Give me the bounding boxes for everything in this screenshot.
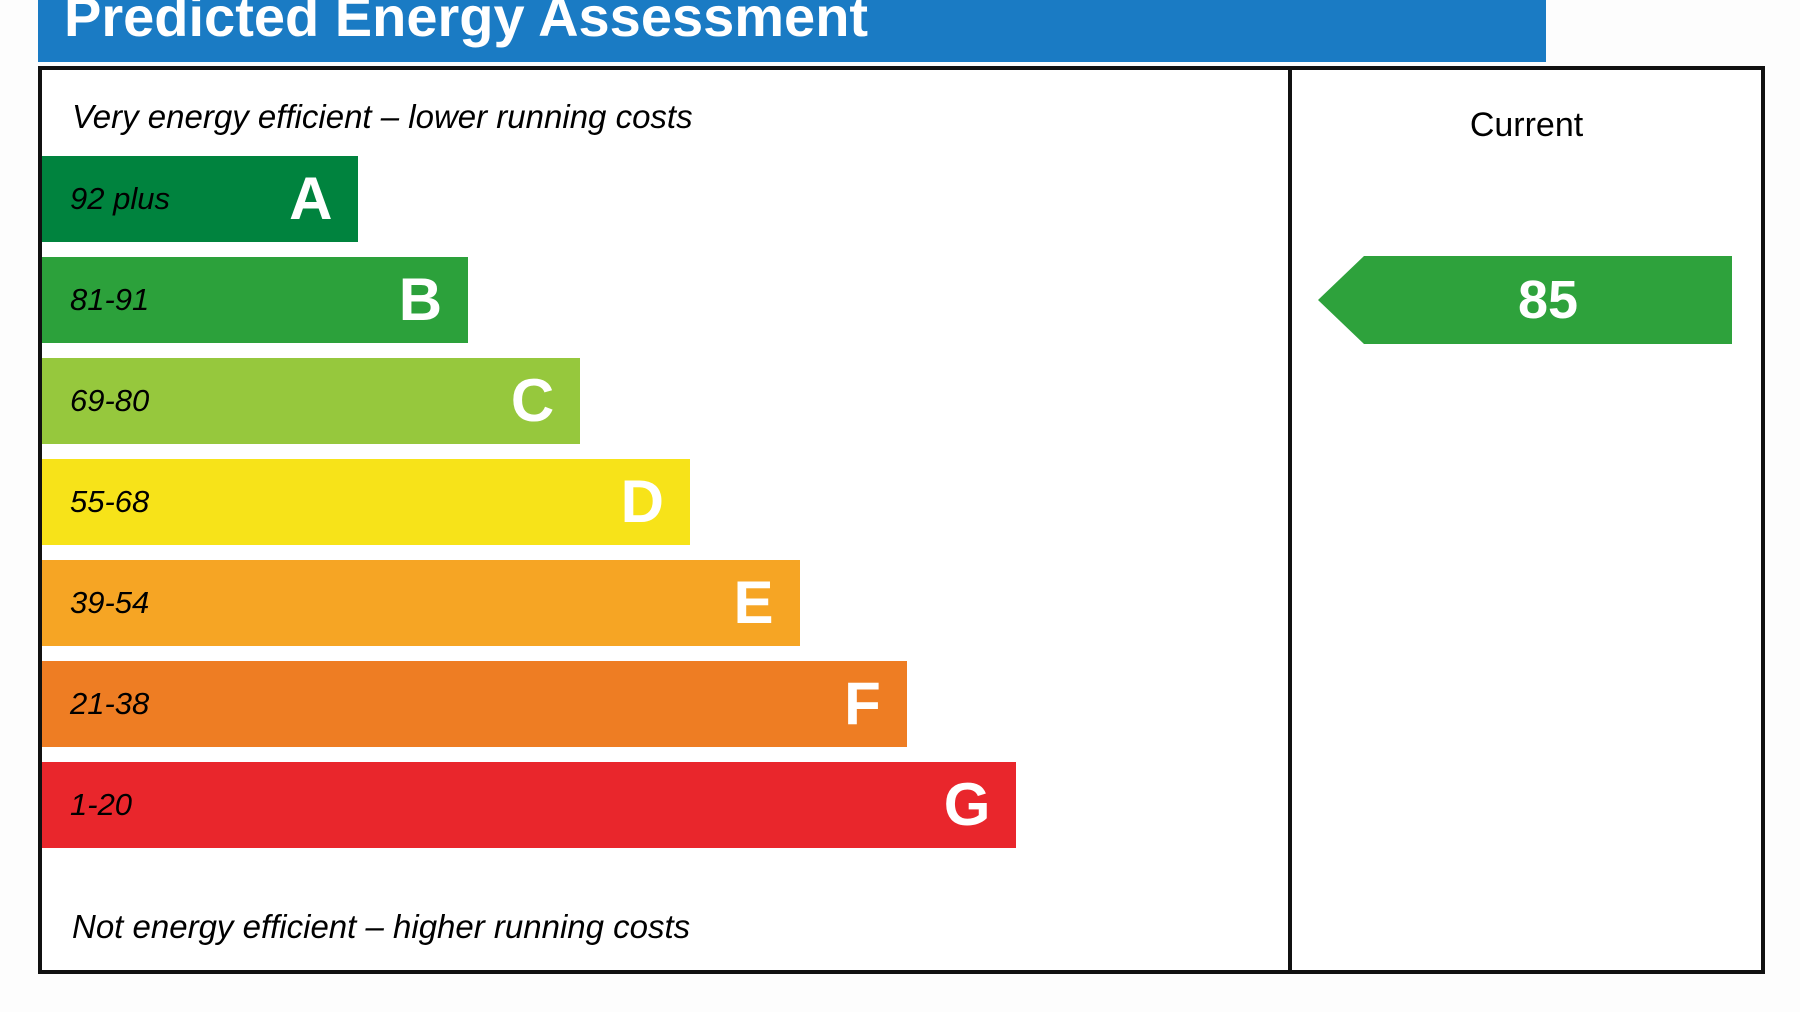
band-letter: G xyxy=(943,771,991,838)
page-title: Predicted Energy Assessment xyxy=(64,0,869,48)
band-row-f: 21-38 F xyxy=(42,661,907,747)
band-range-label: 81-91 xyxy=(70,282,150,317)
band-letter: C xyxy=(510,367,555,434)
current-arrow-body: 85 xyxy=(1364,256,1732,344)
band-range-label: 92 plus xyxy=(70,181,170,216)
arrow-left-icon xyxy=(1318,256,1364,344)
band-range-label: 1-20 xyxy=(70,787,133,822)
rating-scale-panel: Very energy efficient – lower running co… xyxy=(42,70,1292,970)
band-row-a: 92 plus A xyxy=(42,156,359,242)
current-column-header: Current xyxy=(1469,106,1584,144)
band-letter: A xyxy=(289,165,333,232)
title-bar: Predicted Energy Assessment xyxy=(38,0,1546,62)
band-row-g: 1-20 G xyxy=(42,762,1017,848)
band-row-b: 81-91 B xyxy=(42,257,469,343)
band-row-c: 69-80 C xyxy=(42,358,581,444)
top-caption: Very energy efficient – lower running co… xyxy=(72,98,693,135)
chart-box: Very energy efficient – lower running co… xyxy=(38,66,1765,974)
bottom-caption: Not energy efficient – higher running co… xyxy=(72,908,691,945)
band-letter: E xyxy=(733,569,774,636)
band-range-label: 39-54 xyxy=(70,585,150,620)
current-rating-panel: Current 85 xyxy=(1292,70,1761,970)
band-range-label: 69-80 xyxy=(70,383,150,418)
current-rating-value: 85 xyxy=(1517,270,1579,330)
band-letter: F xyxy=(844,670,881,737)
band-letter: B xyxy=(398,266,443,333)
band-letter: D xyxy=(620,468,664,535)
rating-bars: 92 plus A 81-91 B 69-80 C 55-68 D 39-54 xyxy=(42,156,1288,848)
band-row-e: 39-54 E xyxy=(42,560,800,646)
band-row-d: 55-68 D xyxy=(42,459,690,545)
band-range-label: 21-38 xyxy=(70,686,150,721)
band-range-label: 55-68 xyxy=(70,484,150,519)
current-rating-arrow: 85 xyxy=(1318,256,1732,344)
